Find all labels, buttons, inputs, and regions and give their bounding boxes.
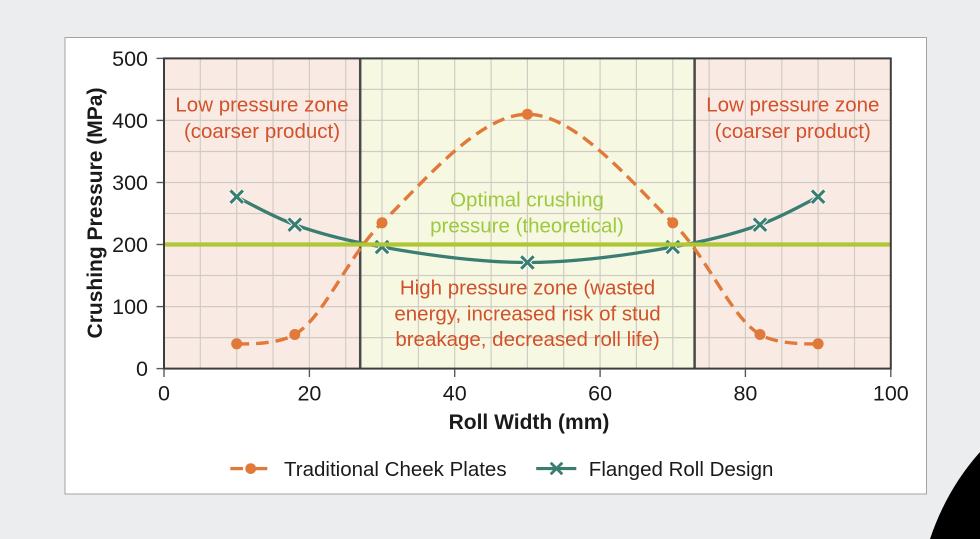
svg-text:40: 40 — [443, 382, 467, 406]
svg-text:0: 0 — [136, 357, 148, 381]
svg-text:60: 60 — [588, 382, 612, 406]
svg-text:(coarser product): (coarser product) — [184, 120, 340, 143]
svg-text:breakage, decreased roll life): breakage, decreased roll life) — [395, 328, 659, 351]
svg-text:200: 200 — [112, 233, 148, 257]
svg-text:Flanged Roll Design: Flanged Roll Design — [589, 458, 774, 481]
svg-text:energy, increased risk of stud: energy, increased risk of stud — [394, 302, 660, 325]
svg-text:High pressure zone (wasted: High pressure zone (wasted — [400, 277, 655, 300]
svg-text:Low pressure zone: Low pressure zone — [706, 94, 879, 117]
svg-text:500: 500 — [112, 47, 148, 71]
svg-text:20: 20 — [297, 382, 321, 406]
svg-text:Crushing Pressure (MPa): Crushing Pressure (MPa) — [84, 88, 107, 339]
svg-text:(coarser product): (coarser product) — [715, 120, 871, 143]
svg-text:Optimal crushing: Optimal crushing — [450, 188, 604, 211]
svg-text:80: 80 — [733, 382, 757, 406]
svg-text:300: 300 — [112, 171, 148, 195]
svg-text:0: 0 — [158, 382, 170, 406]
svg-text:Low pressure zone: Low pressure zone — [175, 94, 348, 117]
svg-text:Roll Width (mm): Roll Width (mm) — [449, 411, 610, 434]
svg-text:100: 100 — [112, 295, 148, 319]
svg-text:pressure (theoretical): pressure (theoretical) — [430, 215, 624, 238]
svg-text:400: 400 — [112, 109, 148, 133]
svg-text:100: 100 — [873, 382, 909, 406]
svg-text:Traditional Cheek Plates: Traditional Cheek Plates — [284, 458, 507, 481]
